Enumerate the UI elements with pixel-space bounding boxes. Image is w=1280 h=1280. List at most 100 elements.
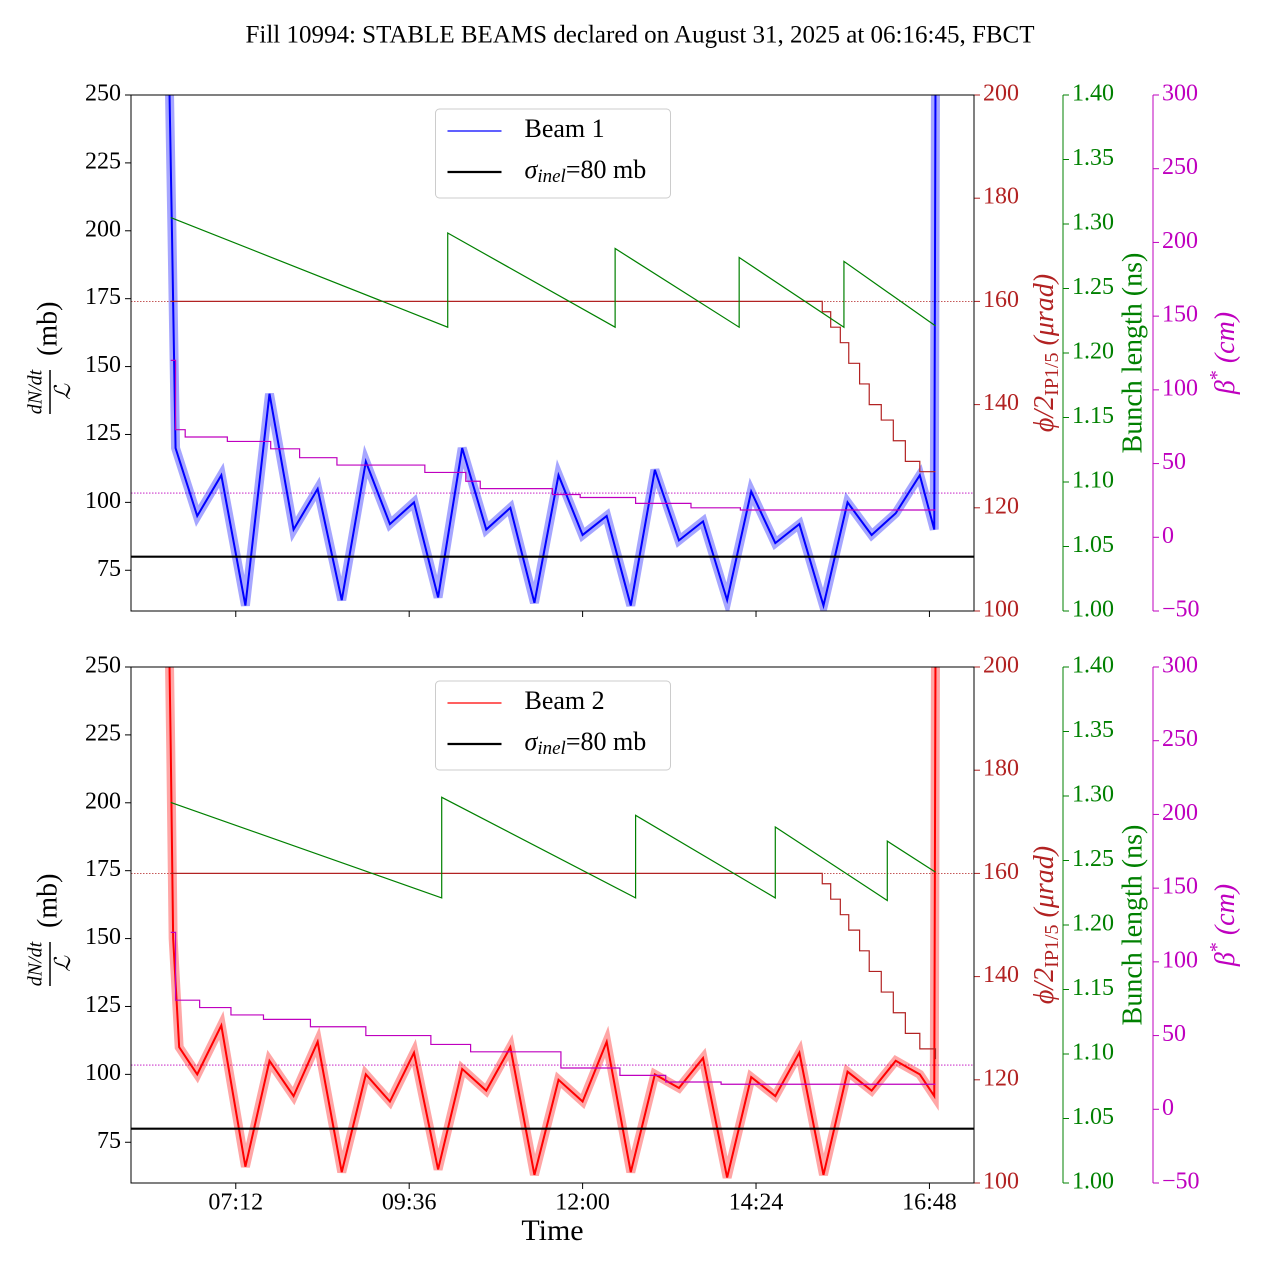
y-tick-label: 150 <box>85 352 121 378</box>
y4-label: β* (cm) <box>1206 884 1242 967</box>
y-tick-label: 250 <box>85 653 121 679</box>
legend-label: σinel=80 mb <box>525 155 647 187</box>
y-tick-label: 75 <box>97 1128 121 1154</box>
y-tick-label: 150 <box>85 924 121 950</box>
y4-tick-label: 50 <box>1162 1021 1186 1047</box>
series-line <box>170 216 936 329</box>
x-tick-label: 07:12 <box>208 1190 263 1216</box>
y-label-denominator: ℒ <box>50 383 75 400</box>
y4-label-main: β <box>1210 952 1241 967</box>
y2-label: ϕ/2IP1/5 (μrad) <box>1029 846 1062 1004</box>
y-axis-label: dN/dt ℒ (mb) <box>25 874 75 987</box>
y3-axis-label: Bunch length (ns) <box>1117 253 1148 454</box>
y-tick-label: 100 <box>85 488 121 514</box>
y3-tick-label: 1.35 <box>1072 145 1114 171</box>
y-tick-label: 200 <box>85 788 121 814</box>
y2-tick-label: 200 <box>983 81 1019 107</box>
y2-tick-label: 100 <box>983 1169 1019 1195</box>
figure-title: Fill 10994: STABLE BEAMS declared on Aug… <box>246 22 1035 49</box>
y3-tick-label: 1.40 <box>1072 81 1114 107</box>
y4-tick-label: 300 <box>1162 81 1198 107</box>
legend-label: σinel=80 mb <box>525 727 647 759</box>
legend-label: Beam 2 <box>525 686 605 715</box>
x-tick-label: 14:24 <box>729 1190 784 1216</box>
y3-tick-label: 1.30 <box>1072 782 1114 808</box>
y3-tick-label: 1.15 <box>1072 403 1114 429</box>
legend-value: =80 mb <box>566 727 646 756</box>
y3-tick-label: 1.00 <box>1072 1169 1114 1195</box>
y4-label-main: β <box>1210 380 1241 395</box>
y-axis-label: dN/dt ℒ (mb) <box>25 302 75 415</box>
y2-label-main: ϕ/2 <box>1029 396 1060 432</box>
y2-tick-label: 180 <box>983 756 1019 782</box>
y4-tick-label: 0 <box>1162 523 1174 549</box>
y4-label-sup: * <box>1206 942 1228 952</box>
y2-axis-label: ϕ/2IP1/5 (μrad) <box>1029 274 1062 432</box>
series-line <box>170 796 936 902</box>
y3-tick-label: 1.35 <box>1072 717 1114 743</box>
series-line <box>170 359 936 511</box>
x-tick-label: 12:00 <box>555 1190 610 1216</box>
y2-tick-label: 120 <box>983 1065 1019 1091</box>
y3-tick-label: 1.05 <box>1072 1104 1114 1130</box>
y4-tick-label: 100 <box>1162 375 1198 401</box>
y3-tick-label: 1.15 <box>1072 975 1114 1001</box>
y3-tick-label: 1.20 <box>1072 339 1114 365</box>
y3-tick-label: 1.20 <box>1072 911 1114 937</box>
y3-tick-label: 1.40 <box>1072 653 1114 679</box>
x-tick-label: 16:48 <box>902 1190 957 1216</box>
y2-label-unit: (μrad) <box>1029 846 1060 925</box>
y-label-numerator: dN/dt <box>25 369 47 414</box>
y4-tick-label: 150 <box>1162 874 1198 900</box>
y4-axis-label: β* (cm) <box>1206 884 1242 967</box>
x-tick-label: 09:36 <box>382 1190 437 1216</box>
y-tick-label: 75 <box>97 556 121 582</box>
y4-tick-label: 300 <box>1162 653 1198 679</box>
plot-frame <box>130 666 975 1184</box>
y-tick-label: 225 <box>85 148 121 174</box>
y-tick-label: 100 <box>85 1060 121 1086</box>
series-line <box>170 931 936 1085</box>
legend-value: =80 mb <box>566 155 646 184</box>
y2-tick-label: 100 <box>983 597 1019 623</box>
y2-tick-label: 200 <box>983 653 1019 679</box>
y4-tick-label: 200 <box>1162 800 1198 826</box>
y3-label: Bunch length (ns) <box>1117 253 1148 454</box>
y2-label-sub: IP1/5 <box>1041 924 1063 967</box>
y4-label-sup: * <box>1206 370 1228 380</box>
y2-tick-label: 140 <box>983 390 1019 416</box>
y2-tick-label: 140 <box>983 962 1019 988</box>
y4-label-unit: (cm) <box>1210 312 1241 370</box>
y-tick-label: 125 <box>85 420 121 446</box>
y2-label-main: ϕ/2 <box>1029 968 1060 1004</box>
y-label-denominator: ℒ <box>50 955 75 972</box>
plot-area <box>131 95 974 611</box>
y2-tick-label: 160 <box>983 287 1019 313</box>
y4-tick-label: 200 <box>1162 228 1198 254</box>
plot-area <box>131 667 974 1179</box>
plot-frame <box>130 94 975 612</box>
y-tick-label: 200 <box>85 216 121 242</box>
y-tick-label: 175 <box>85 284 121 310</box>
y2-label: ϕ/2IP1/5 (μrad) <box>1029 274 1062 432</box>
y4-tick-label: 100 <box>1162 947 1198 973</box>
y3-tick-label: 1.00 <box>1072 597 1114 623</box>
legend-label: Beam 1 <box>525 114 605 143</box>
y-tick-label: 175 <box>85 856 121 882</box>
series-line <box>170 300 936 473</box>
y4-tick-label: 0 <box>1162 1095 1174 1121</box>
legend-subscript: inel <box>537 738 566 759</box>
y3-axis-label: Bunch length (ns) <box>1117 825 1148 1026</box>
y3-tick-label: 1.30 <box>1072 210 1114 236</box>
legend-subscript: inel <box>537 166 566 187</box>
series-line <box>168 667 937 1178</box>
y3-tick-label: 1.10 <box>1072 1040 1114 1066</box>
y-tick-label: 250 <box>85 81 121 107</box>
y-label-numerator: dN/dt <box>25 941 47 986</box>
y4-axis-label: β* (cm) <box>1206 312 1242 395</box>
y3-tick-label: 1.10 <box>1072 468 1114 494</box>
y3-tick-label: 1.25 <box>1072 274 1114 300</box>
y3-label: Bunch length (ns) <box>1117 825 1148 1026</box>
y-tick-label: 225 <box>85 720 121 746</box>
